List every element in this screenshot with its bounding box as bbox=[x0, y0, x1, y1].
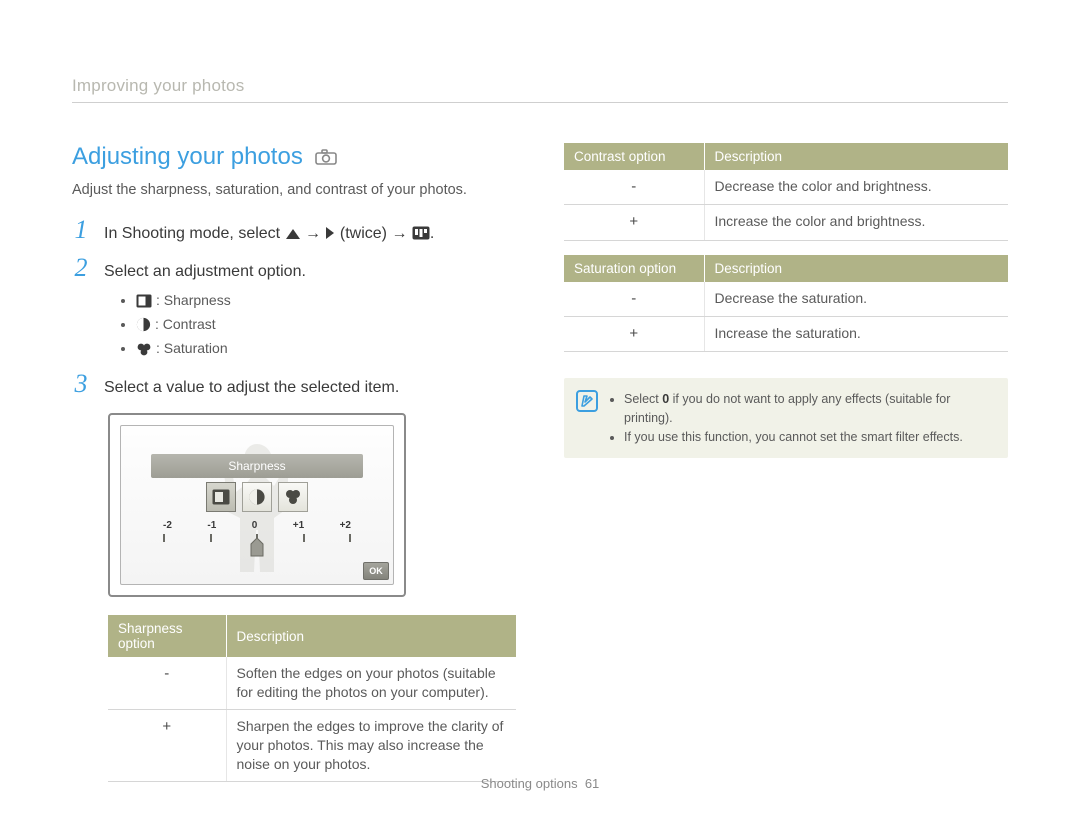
lcd-title-bar: Sharpness bbox=[151, 454, 363, 478]
table-row: - Decrease the saturation. bbox=[564, 282, 1008, 317]
step1-mid1: → bbox=[301, 225, 326, 242]
page-title: Adjusting your photos bbox=[72, 143, 337, 171]
content-columns: Adjusting your photos Adjust the sharpne… bbox=[72, 143, 1008, 796]
cell-opt: - bbox=[564, 170, 704, 205]
sharpness-icon bbox=[136, 294, 152, 308]
step-num-1: 1 bbox=[72, 217, 90, 243]
cell-desc: Soften the edges on your photos (suitabl… bbox=[226, 657, 516, 709]
bullet-sharpness-label: : Sharpness bbox=[156, 292, 231, 308]
sharpness-table: Sharpness option Description - Soften th… bbox=[108, 615, 516, 781]
adjust-options-list: : Sharpness : Contrast : Saturation bbox=[122, 289, 516, 360]
cell-opt: + bbox=[564, 205, 704, 240]
th-saturation-desc: Description bbox=[704, 255, 1008, 282]
cell-opt: + bbox=[564, 316, 704, 351]
cell-desc: Sharpen the edges to improve the clarity… bbox=[226, 709, 516, 781]
step-num-3: 3 bbox=[72, 371, 90, 397]
step1-post: . bbox=[430, 225, 434, 242]
lcd-opt-sharpness bbox=[206, 482, 236, 512]
scale-n1: -1 bbox=[207, 520, 216, 531]
table-header: Contrast option Description bbox=[564, 143, 1008, 170]
contrast-table: Contrast option Description - Decrease t… bbox=[564, 143, 1008, 241]
section-label: Improving your photos bbox=[72, 76, 1008, 96]
cell-desc: Increase the saturation. bbox=[704, 316, 1008, 351]
lcd-option-row bbox=[206, 482, 308, 512]
left-column: Adjusting your photos Adjust the sharpne… bbox=[72, 143, 516, 796]
contrast-icon bbox=[136, 317, 151, 332]
table-row: + Increase the saturation. bbox=[564, 316, 1008, 351]
th-saturation-opt: Saturation option bbox=[564, 255, 704, 282]
ok-button: OK bbox=[363, 562, 389, 580]
scale-n2: -2 bbox=[163, 520, 172, 531]
table-header: Saturation option Description bbox=[564, 255, 1008, 282]
step-list: 1 In Shooting mode, select → (twice) → .… bbox=[72, 217, 516, 400]
bullet-contrast-label: : Contrast bbox=[155, 316, 216, 332]
lcd-preview: Sharpness -2 -1 0 +1 bbox=[108, 413, 406, 597]
cell-opt: - bbox=[564, 282, 704, 317]
up-triangle-icon bbox=[285, 228, 301, 240]
step-3-body: Select a value to adjust the selected it… bbox=[104, 377, 399, 399]
table-header: Sharpness option Description bbox=[108, 615, 516, 657]
bullet-sharpness: : Sharpness bbox=[136, 289, 516, 313]
th-contrast-desc: Description bbox=[704, 143, 1008, 170]
table-row: + Increase the color and brightness. bbox=[564, 205, 1008, 240]
table-row: - Decrease the color and brightness. bbox=[564, 170, 1008, 205]
saturation-table: Saturation option Description - Decrease… bbox=[564, 255, 1008, 353]
table-row: - Soften the edges on your photos (suita… bbox=[108, 657, 516, 709]
lcd-opt-saturation bbox=[278, 482, 308, 512]
bullet-saturation-label: : Saturation bbox=[156, 340, 228, 356]
scale-p1: +1 bbox=[293, 520, 304, 531]
step1-pre: In Shooting mode, select bbox=[104, 225, 285, 242]
step-2: 2 Select an adjustment option. bbox=[72, 255, 516, 283]
step-1-body: In Shooting mode, select → (twice) → . bbox=[104, 223, 434, 245]
cell-desc: Decrease the saturation. bbox=[704, 282, 1008, 317]
note-l1-pre: Select bbox=[624, 392, 662, 406]
step1-mid2: (twice) → bbox=[335, 225, 411, 242]
note-line-1: Select 0 if you do not want to apply any… bbox=[624, 390, 994, 428]
lcd-opt-contrast bbox=[242, 482, 272, 512]
th-sharpness-opt: Sharpness option bbox=[108, 615, 226, 657]
adjust-panel-icon bbox=[412, 226, 430, 240]
bullet-contrast: : Contrast bbox=[136, 313, 516, 337]
footer-label: Shooting options bbox=[481, 776, 578, 791]
table-row: + Sharpen the edges to improve the clari… bbox=[108, 709, 516, 781]
heading-text: Adjusting your photos bbox=[72, 143, 303, 171]
camera-mode-icon bbox=[315, 149, 337, 165]
right-chevron-icon bbox=[325, 226, 335, 240]
scale-0: 0 bbox=[252, 520, 258, 531]
cell-desc: Increase the color and brightness. bbox=[704, 205, 1008, 240]
cell-desc: Decrease the color and brightness. bbox=[704, 170, 1008, 205]
step-num-2: 2 bbox=[72, 255, 90, 281]
lcd-scale-labels: -2 -1 0 +1 +2 bbox=[163, 520, 351, 531]
cell-opt: + bbox=[108, 709, 226, 781]
step-2-body: Select an adjustment option. bbox=[104, 261, 306, 283]
intro-text: Adjust the sharpness, saturation, and co… bbox=[72, 181, 516, 201]
note-icon bbox=[576, 390, 598, 412]
page-footer: Shooting options 61 bbox=[0, 776, 1080, 791]
cell-opt: - bbox=[108, 657, 226, 709]
scale-p2: +2 bbox=[340, 520, 351, 531]
slider-handle-icon bbox=[249, 538, 265, 558]
footer-page: 61 bbox=[585, 776, 599, 791]
step-3: 3 Select a value to adjust the selected … bbox=[72, 371, 516, 399]
th-contrast-opt: Contrast option bbox=[564, 143, 704, 170]
note-line-2: If you use this function, you cannot set… bbox=[624, 428, 994, 447]
bullet-saturation: : Saturation bbox=[136, 337, 516, 361]
section-rule bbox=[72, 102, 1008, 103]
step-1: 1 In Shooting mode, select → (twice) → . bbox=[72, 217, 516, 245]
note-box: Select 0 if you do not want to apply any… bbox=[564, 378, 1008, 458]
right-column: Contrast option Description - Decrease t… bbox=[564, 143, 1008, 796]
lcd-inner: Sharpness -2 -1 0 +1 bbox=[120, 425, 394, 585]
saturation-icon bbox=[136, 342, 152, 356]
th-sharpness-desc: Description bbox=[226, 615, 516, 657]
note-l1-post: if you do not want to apply any effects … bbox=[624, 392, 950, 425]
